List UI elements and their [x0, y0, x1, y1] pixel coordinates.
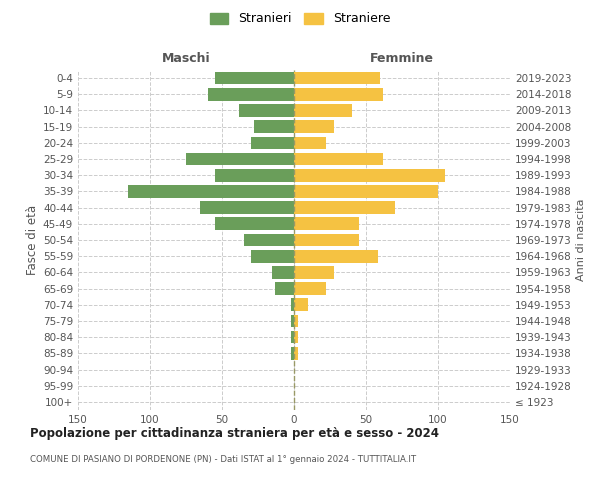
Y-axis label: Fasce di età: Fasce di età: [26, 205, 39, 275]
Bar: [291, 298, 294, 311]
Bar: [294, 72, 380, 85]
Bar: [254, 120, 294, 133]
Bar: [294, 104, 352, 117]
Bar: [215, 218, 294, 230]
Bar: [215, 169, 294, 181]
Bar: [294, 298, 308, 311]
Bar: [208, 88, 294, 101]
Legend: Stranieri, Straniere: Stranieri, Straniere: [206, 8, 394, 29]
Bar: [294, 88, 383, 101]
Text: Femmine: Femmine: [370, 52, 434, 65]
Bar: [294, 250, 377, 262]
Bar: [239, 104, 294, 117]
Bar: [294, 266, 334, 278]
Bar: [294, 234, 359, 246]
Bar: [294, 202, 395, 214]
Bar: [294, 347, 298, 360]
Bar: [200, 202, 294, 214]
Bar: [251, 136, 294, 149]
Bar: [294, 169, 445, 181]
Bar: [291, 347, 294, 360]
Bar: [294, 331, 298, 344]
Bar: [272, 266, 294, 278]
Text: Popolazione per cittadinanza straniera per età e sesso - 2024: Popolazione per cittadinanza straniera p…: [30, 428, 439, 440]
Text: Maschi: Maschi: [161, 52, 211, 65]
Bar: [128, 185, 294, 198]
Bar: [294, 152, 383, 166]
Bar: [294, 136, 326, 149]
Bar: [291, 331, 294, 344]
Y-axis label: Anni di nascita: Anni di nascita: [576, 198, 586, 281]
Bar: [294, 185, 438, 198]
Bar: [294, 282, 326, 295]
Bar: [294, 120, 334, 133]
Bar: [244, 234, 294, 246]
Text: COMUNE DI PASIANO DI PORDENONE (PN) - Dati ISTAT al 1° gennaio 2024 - TUTTITALIA: COMUNE DI PASIANO DI PORDENONE (PN) - Da…: [30, 455, 416, 464]
Bar: [251, 250, 294, 262]
Bar: [215, 72, 294, 85]
Bar: [291, 314, 294, 328]
Bar: [294, 218, 359, 230]
Bar: [275, 282, 294, 295]
Bar: [186, 152, 294, 166]
Bar: [294, 314, 298, 328]
